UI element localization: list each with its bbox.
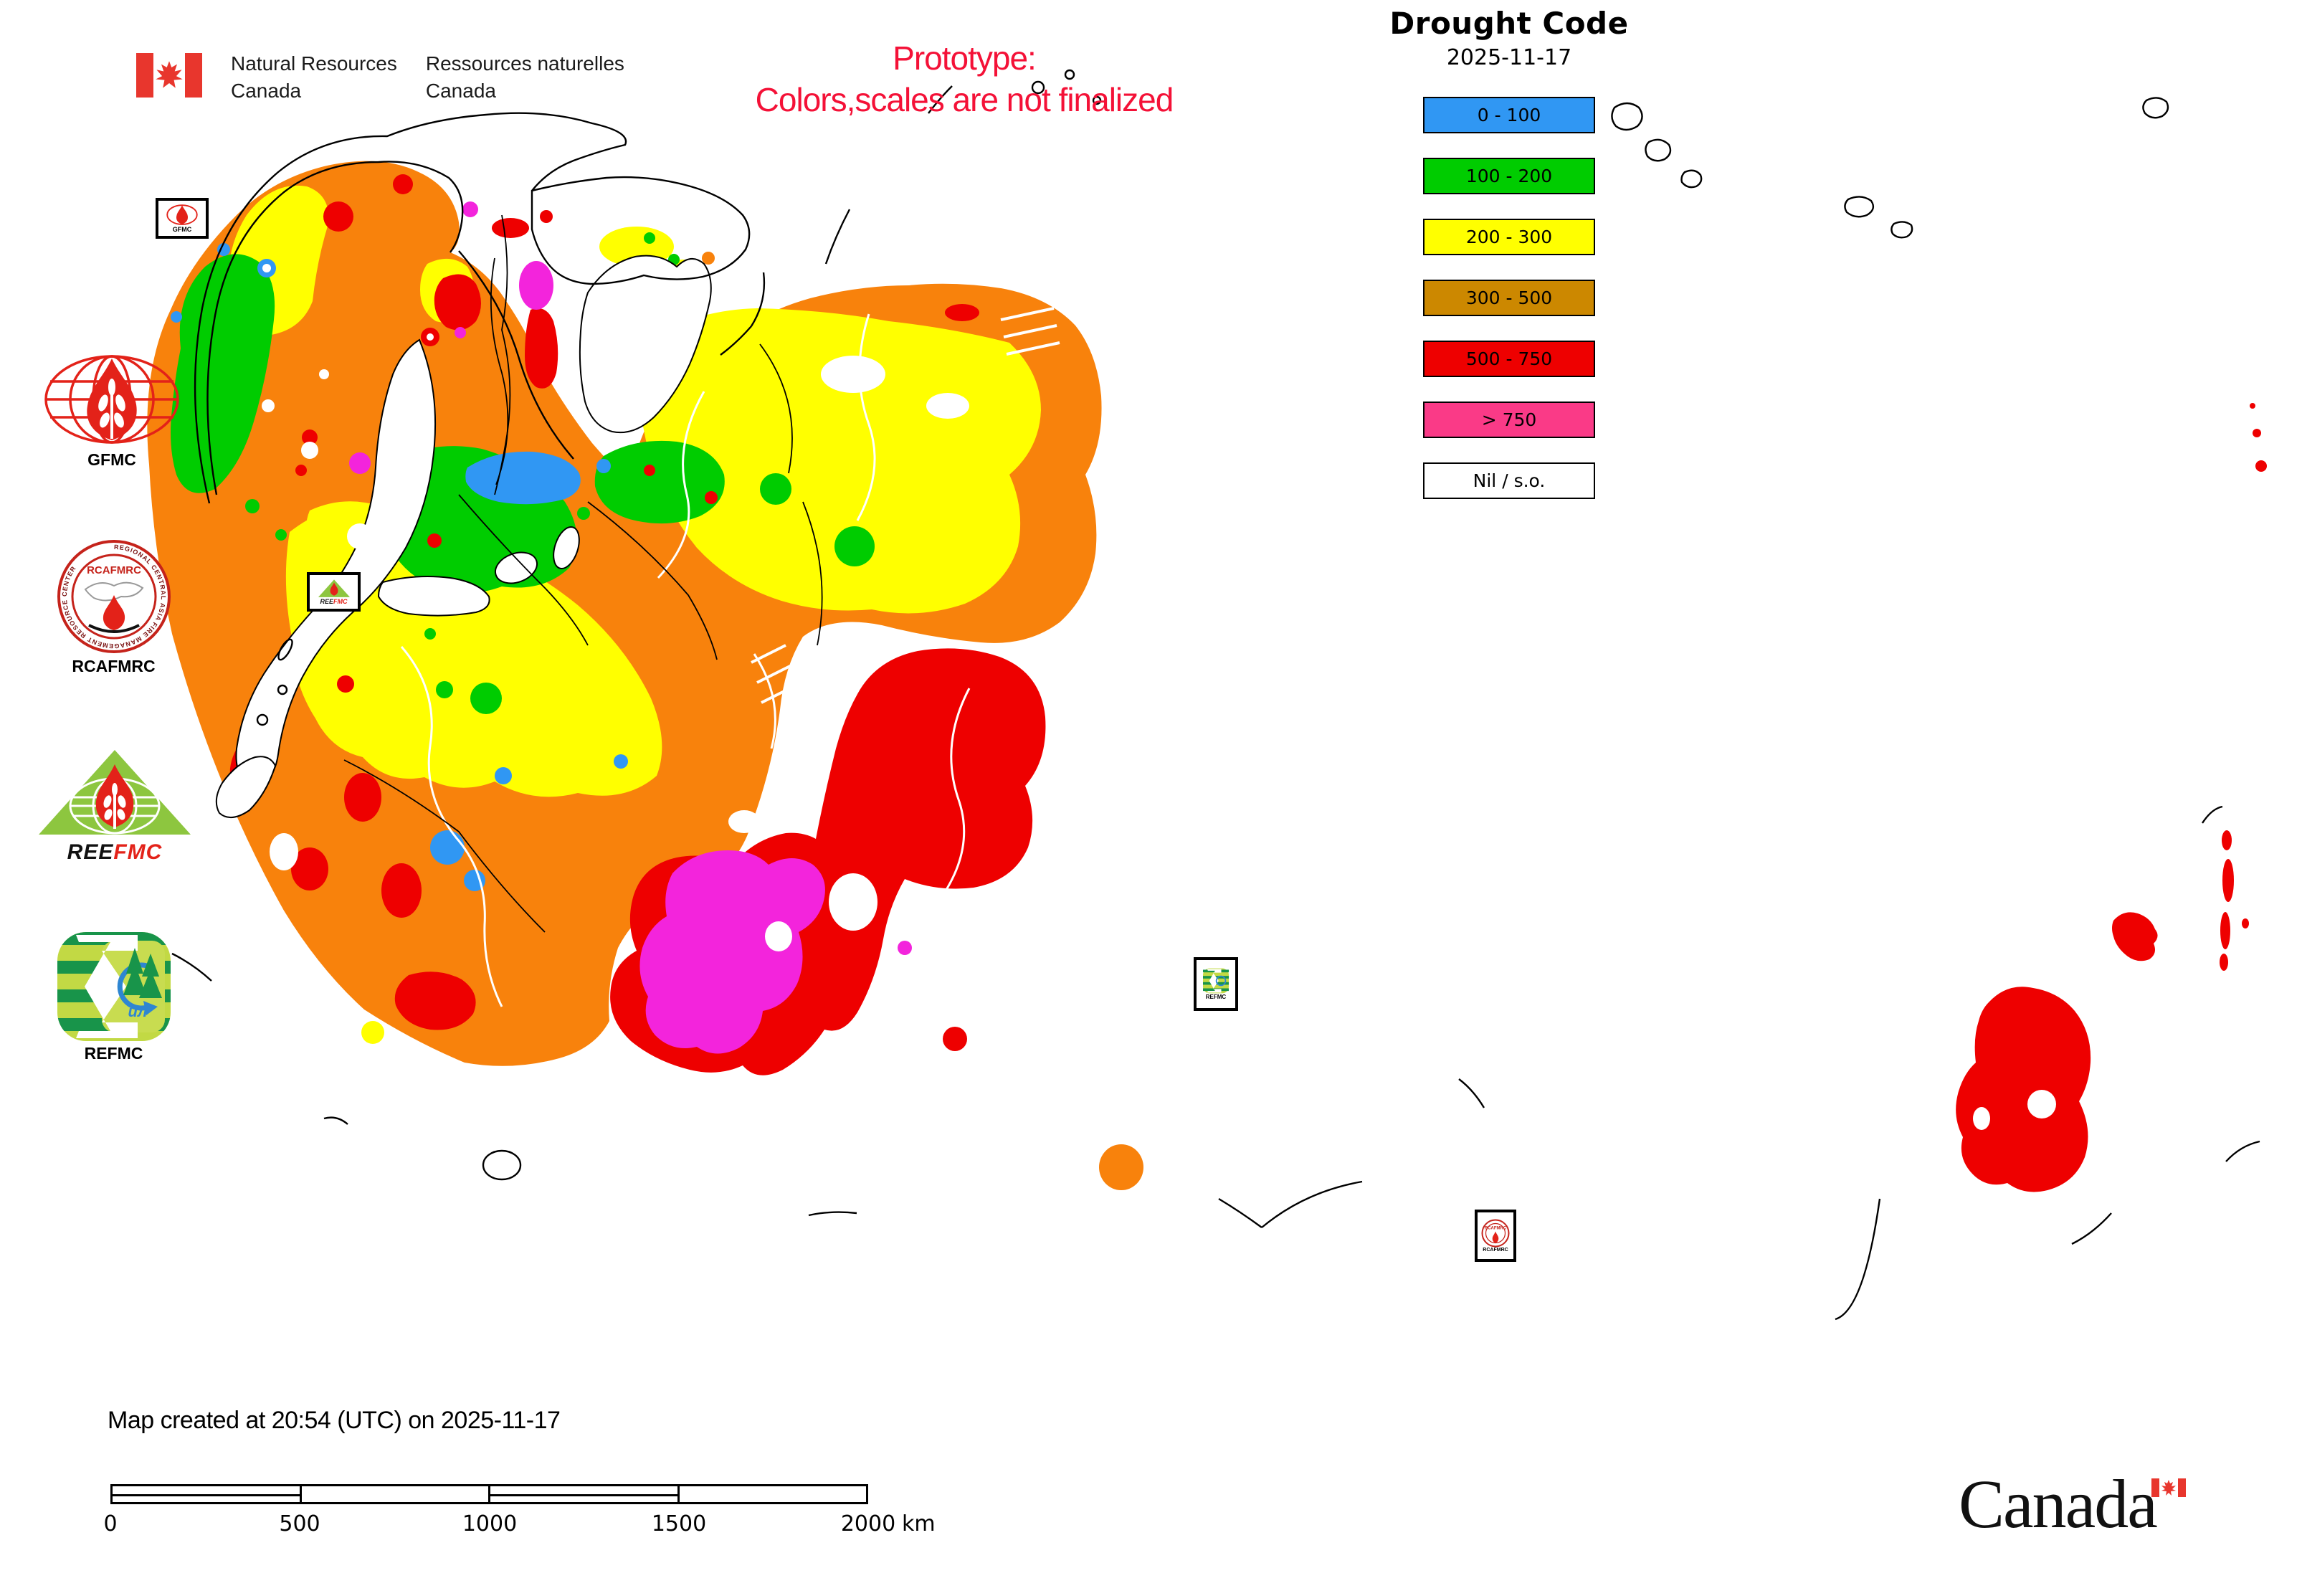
legend-item: Nil / s.o. [1423,462,1595,499]
refmc-logo: ил REFMC [54,932,173,1063]
reefmc-label: REEFMC [67,840,163,864]
region-magenta [349,201,912,1054]
legend-title: Drought Code [1389,6,1629,41]
coastlines-borders [171,69,2260,1321]
scale-tick: 0 [103,1511,118,1536]
map-marker-gfmc: GFMC [156,198,209,239]
reefmc-logo: REEFMC [36,750,194,865]
gfmc-logo: GFMC [40,354,184,470]
org-name-fr: Ressources naturelles Canada [425,52,624,102]
legend-date: 2025-11-17 [1446,45,1572,70]
region-blue [171,243,628,891]
reefmc-triangle-icon [39,750,191,835]
prototype-warning: Prototype: Colors,scales are not finaliz… [755,39,1174,118]
canada-flag-icon [136,53,202,98]
scale-tick: 2000 [840,1511,896,1536]
water-and-holes [215,255,712,818]
org-name-en: Natural Resources Canada [231,52,397,102]
legend-item: > 750 [1423,402,1595,438]
scale-tick: 500 [279,1511,320,1536]
inner-white-spots [231,264,2056,1130]
scale-tick: 1000 [462,1511,518,1536]
legend-item: 200 - 300 [1423,219,1595,255]
gfmc-globe-flame-icon [44,355,179,444]
map-created-text: Map created at 20:54 (UTC) on 2025-11-17 [108,1407,561,1434]
rivers [400,307,1060,1007]
map-marker-refmc: REFMC [1194,957,1238,1011]
canada-wordmark-flag-icon [2151,1478,2186,1497]
gfmc-label: GFMC [87,450,136,469]
map-marker-rcafmrc: RCAFMRC RCAFMRC [1475,1210,1516,1262]
rcafmrc-logo: REGIONAL CENTRAL ASIA FIRE MANAGEMENT RE… [54,539,173,676]
legend-item: 500 - 750 [1423,341,1595,377]
scale-bar [110,1484,868,1504]
legend-items: 0 - 100 100 - 200 200 - 300 300 - 500 50… [1423,97,1595,523]
scale-labels: 0 500 1000 1500 2000 km [0,1511,2302,1540]
legend: Drought Code 2025-11-17 0 - 100 100 - 20… [1333,0,1685,499]
refmc-sigma-icon: ил [57,932,171,1041]
refmc-label: REFMC [84,1044,143,1063]
svg-text:ил: ил [128,1002,147,1020]
svg-text:RCAFMRC: RCAFMRC [87,564,141,576]
scale-unit: km [902,1511,936,1536]
legend-item: 300 - 500 [1423,280,1595,316]
rcafmrc-label: RCAFMRC [72,657,156,675]
nrcan-signature: Natural Resources Canada Ressources natu… [136,50,624,105]
canada-wordmark: Canada [1959,1466,2158,1542]
map-marker-reefmc: REEFMC [307,572,361,612]
legend-item: 0 - 100 [1423,97,1595,133]
svg-text:RCAFMRC: RCAFMRC [1485,1227,1507,1231]
legend-item: 100 - 200 [1423,158,1595,194]
rcafmrc-circle-icon: REGIONAL CENTRAL ASIA FIRE MANAGEMENT RE… [57,540,171,653]
scale-tick: 1500 [651,1511,707,1536]
